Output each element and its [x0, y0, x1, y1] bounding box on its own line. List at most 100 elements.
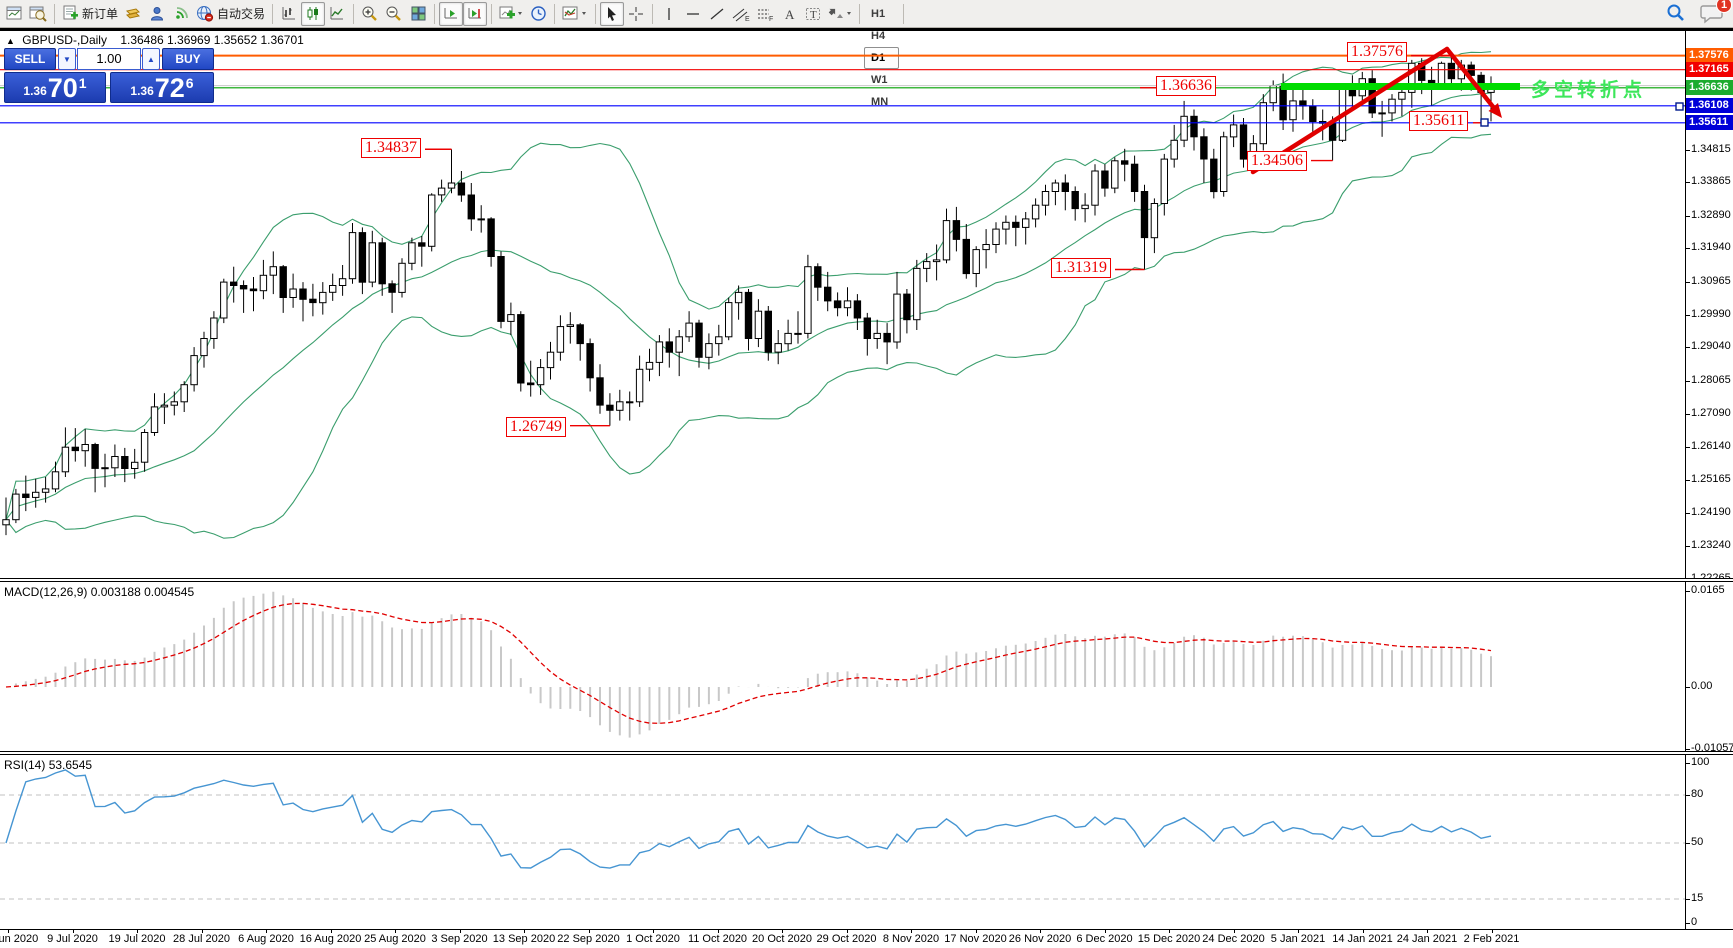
date-tick-mark — [975, 930, 977, 933]
price-tick-mark — [1685, 380, 1690, 382]
add-chart-button[interactable] — [496, 2, 526, 26]
rsi-indicator-canvas[interactable] — [0, 755, 1685, 928]
search-icon[interactable] — [1663, 1, 1689, 25]
date-tick-mark — [1169, 930, 1170, 933]
date-tick-mark — [395, 930, 396, 933]
rsi-tick-label: 15 — [1691, 892, 1704, 904]
price-label-annotation[interactable]: 1.34837 — [361, 138, 421, 158]
date-tick-mark — [1491, 930, 1493, 933]
tile-windows-button[interactable] — [406, 2, 430, 26]
date-tick-label: 8 Nov 2020 — [882, 933, 940, 945]
date-tick-label: 3 Sep 2020 — [431, 933, 488, 945]
timeframe-button-W1[interactable]: W1 — [871, 73, 888, 86]
price-tick-label: 1.32890 — [1691, 208, 1731, 221]
toolbar-separator — [903, 3, 905, 24]
market-depth-icon[interactable] — [121, 2, 145, 26]
buy-price-point: 6 — [185, 75, 194, 91]
price-label-annotation[interactable]: 1.37576 — [1347, 42, 1407, 62]
date-tick-mark — [782, 930, 783, 933]
rsi-tick-label: 100 — [1691, 756, 1710, 768]
timeframe-button-H4[interactable]: H4 — [871, 29, 886, 42]
svg-text:E: E — [745, 16, 750, 22]
macd-indicator-canvas[interactable] — [0, 582, 1685, 751]
volume-input[interactable]: 1.00 — [77, 48, 141, 70]
date-tick-label: 28 Jul 2020 — [173, 933, 230, 945]
sell-button[interactable]: SELL — [4, 48, 56, 70]
arrows-tool-button[interactable] — [825, 2, 855, 26]
cursor-tool-button[interactable] — [600, 1, 625, 26]
date-tick-mark — [588, 930, 590, 933]
text-label-tool-button[interactable]: T — [801, 2, 825, 26]
price-label-annotation[interactable]: 1.31319 — [1051, 258, 1111, 278]
crosshair-tool-button[interactable] — [624, 2, 648, 26]
price-label-annotation[interactable]: 1.26749 — [506, 417, 566, 437]
price-tick-label: 1.28065 — [1691, 373, 1731, 386]
chart-window-border — [0, 28, 1733, 31]
price-tick-label: 1.25165 — [1691, 472, 1731, 485]
price-tick-label: 1.30965 — [1691, 274, 1731, 287]
price-tick-mark — [1685, 545, 1690, 547]
sell-price-prefix: 1.36 — [23, 84, 47, 98]
date-tick-label: 13 Sep 2020 — [492, 933, 556, 945]
date-tick-label: 6 Aug 2020 — [238, 933, 294, 945]
community-icon[interactable] — [145, 2, 169, 26]
chart-shift-button[interactable] — [463, 1, 488, 26]
price-label-annotation[interactable]: 1.34506 — [1247, 151, 1307, 171]
timeframe-button-MN[interactable]: MN — [871, 95, 889, 108]
timeframe-button-D1[interactable]: D1 — [864, 46, 900, 69]
trendline-tool-button[interactable] — [705, 2, 729, 26]
pane-divider[interactable] — [0, 578, 1733, 582]
price-label-annotation[interactable]: 1.36636 — [1156, 76, 1216, 96]
price-axis-tag: 1.35611 — [1686, 115, 1733, 131]
timeframe-button-H1[interactable]: H1 — [871, 7, 886, 20]
pane-divider[interactable] — [0, 751, 1733, 755]
date-tick-mark — [846, 930, 848, 933]
volume-decrease-button[interactable]: ▼ — [58, 48, 76, 70]
date-tick-mark — [653, 930, 654, 933]
buy-price-display[interactable]: 1.36 72 6 — [110, 72, 214, 103]
macd-tick-mark — [1685, 687, 1690, 688]
volume-increase-button[interactable]: ▲ — [142, 48, 160, 70]
svg-text:T: T — [810, 9, 817, 21]
auto-trading-button[interactable]: 自动交易 — [193, 2, 268, 26]
price-label-annotation[interactable]: 1.35611 — [1409, 111, 1469, 131]
date-tick-mark — [1298, 930, 1299, 933]
new-chart-window-button[interactable] — [2, 2, 26, 26]
date-tick-label: 19 Jul 2020 — [108, 933, 166, 945]
clock-icon[interactable] — [526, 2, 550, 26]
bar-chart-mode-button[interactable] — [277, 2, 301, 26]
collapse-trade-panel-icon[interactable]: ▲ — [6, 36, 15, 46]
text-tool-button[interactable]: A — [777, 2, 801, 26]
price-tick-label: 1.33865 — [1691, 175, 1731, 188]
buy-button[interactable]: BUY — [162, 48, 214, 70]
date-tick-mark — [8, 930, 9, 933]
symbol-period-label: GBPUSD-,Daily — [22, 33, 107, 47]
zoom-out-button[interactable] — [382, 2, 406, 26]
price-tick-label: 1.23240 — [1691, 538, 1731, 551]
sell-price-display[interactable]: 1.36 70 1 — [4, 72, 106, 103]
ohlc-values: 1.36486 1.36969 1.35652 1.36701 — [120, 33, 304, 47]
profiles-button[interactable] — [26, 2, 50, 26]
toolbar-separator — [353, 3, 355, 24]
new-order-button[interactable]: 新订单 — [59, 2, 121, 26]
rsi-tick-label: 50 — [1691, 836, 1704, 848]
turning-point-annotation[interactable]: 多空转折点 — [1531, 80, 1647, 101]
zoom-in-button[interactable] — [358, 2, 382, 26]
fibonacci-tool-button[interactable]: F — [753, 2, 777, 26]
date-tick-label: 1 Oct 2020 — [626, 933, 680, 945]
rsi-tick-mark — [1685, 899, 1690, 900]
price-tick-label: 1.29990 — [1691, 307, 1731, 320]
indicators-button[interactable] — [559, 2, 591, 26]
price-tick-label: 1.27090 — [1691, 407, 1731, 420]
line-chart-mode-button[interactable] — [325, 2, 349, 26]
signals-icon[interactable] — [169, 2, 193, 26]
candlestick-mode-button[interactable] — [301, 1, 326, 26]
price-axis-tag: 1.36108 — [1686, 98, 1733, 114]
vertical-line-tool-button[interactable] — [657, 2, 681, 26]
equidistant-channel-tool-button[interactable]: E — [729, 2, 753, 26]
horizontal-line-tool-button[interactable] — [681, 2, 705, 26]
auto-scroll-button[interactable] — [439, 1, 464, 26]
notifications-chat-icon[interactable]: 1 — [1697, 0, 1732, 25]
buy-price-pips: 72 — [154, 73, 185, 103]
date-tick-label: 17 Nov 2020 — [944, 933, 1007, 945]
